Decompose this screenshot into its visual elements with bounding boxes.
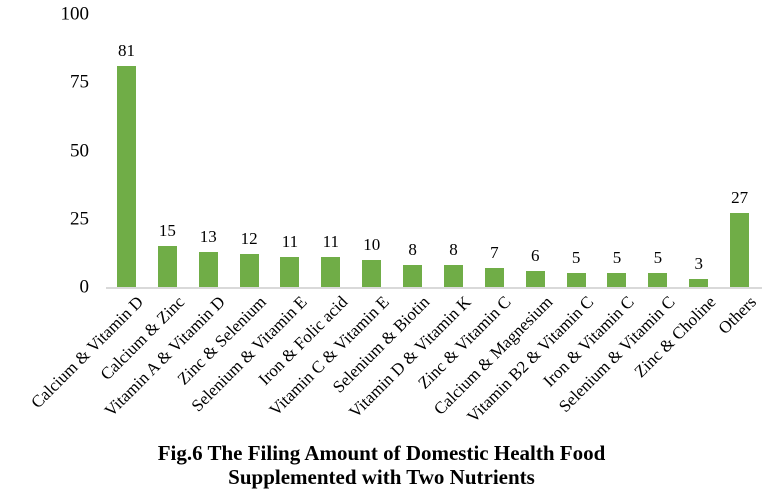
bar <box>403 265 423 287</box>
bar <box>116 65 136 287</box>
bar <box>648 273 668 287</box>
bar-value-label: 5 <box>612 248 622 268</box>
bar-value-label: 8 <box>449 240 458 260</box>
bar-value-label: 7 <box>490 242 499 262</box>
x-axis-line <box>106 287 762 289</box>
bar <box>280 256 300 287</box>
bar <box>607 273 627 287</box>
bar-value-label: 11 <box>281 231 299 251</box>
bar-value-label: 5 <box>571 248 581 268</box>
bar-value-label: 27 <box>731 188 749 208</box>
bar <box>730 213 750 287</box>
y-tick-label: 100 <box>60 3 90 25</box>
bar <box>198 251 218 287</box>
bar <box>157 246 177 287</box>
bar <box>484 267 504 287</box>
chart-title: Fig.6 The Filing Amount of Domestic Heal… <box>0 441 763 489</box>
bar-value-label: 6 <box>530 245 540 265</box>
y-tick-label: 75 <box>70 71 89 93</box>
bar-value-label: 13 <box>199 226 217 246</box>
bar <box>525 270 545 287</box>
y-tick-label: 0 <box>79 276 90 298</box>
bar <box>566 273 586 287</box>
bar <box>689 278 709 287</box>
bar-value-label: 8 <box>408 240 417 260</box>
bar <box>443 265 463 287</box>
chart-title-line1: Fig.6 The Filing Amount of Domestic Heal… <box>157 441 606 465</box>
y-tick-label: 50 <box>70 140 89 161</box>
bar-value-label: 5 <box>653 248 663 268</box>
bar-value-label: 11 <box>322 231 339 251</box>
bar-value-label: 81 <box>117 40 135 60</box>
x-category-label: Others <box>714 292 761 338</box>
bar <box>321 256 341 287</box>
bar-value-label: 3 <box>694 253 703 273</box>
bar-value-label: 15 <box>158 221 176 241</box>
bar-value-label: 12 <box>240 229 258 249</box>
bar <box>239 254 259 287</box>
chart-title-line2: Supplemented with Two Nutrients <box>228 465 535 489</box>
y-tick-label: 25 <box>70 208 89 230</box>
bar <box>362 259 382 287</box>
bar-value-label: 10 <box>363 234 381 254</box>
